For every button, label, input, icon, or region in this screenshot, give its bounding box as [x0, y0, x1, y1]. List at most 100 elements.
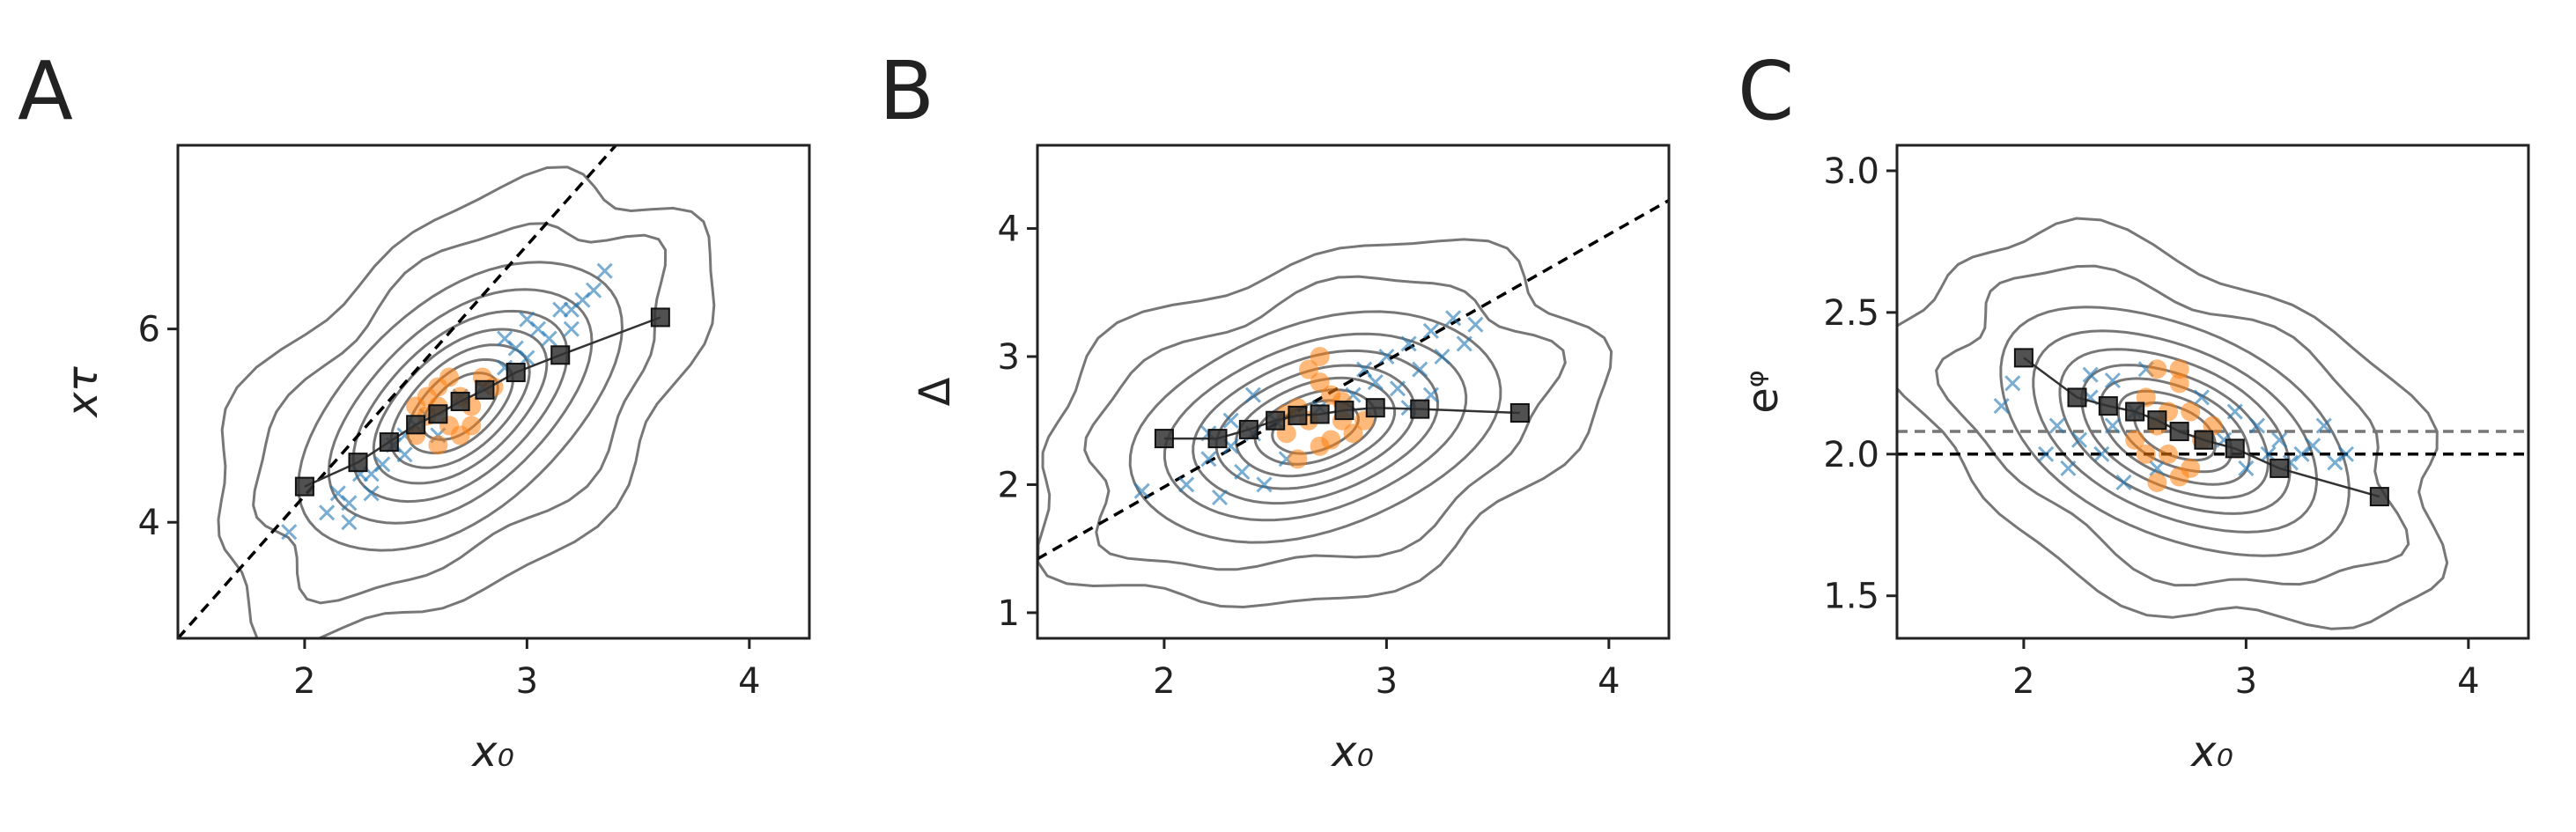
scatter-dot-point [2169, 373, 2189, 394]
scatter-cross-point [586, 282, 602, 298]
scatter-cross-point [2082, 366, 2099, 383]
scatter-dot-point [1299, 359, 1319, 379]
scatter-cross-point [2038, 445, 2055, 462]
scatter-dot-point [2169, 359, 2189, 379]
y-axis-label-b: Δ [911, 377, 960, 406]
plot-frame-c [1895, 144, 2530, 640]
scatter-cross-point [497, 330, 513, 347]
density-contour [2032, 329, 2318, 534]
binned-mean-marker [1509, 403, 1530, 423]
y-axis-label-a: xτ [58, 365, 107, 418]
scatter-dot-point [1321, 430, 1341, 450]
density-contour [1935, 264, 2410, 587]
density-contours-b [1037, 238, 1613, 609]
y-tick-label: 1 [998, 593, 1020, 634]
density-contour [406, 357, 514, 455]
scatter-cross-point [2327, 454, 2343, 471]
binned-mean-marker [2098, 396, 2118, 416]
scatter-cross-point [1222, 412, 1239, 429]
density-contour [1235, 376, 1397, 478]
density-contour [1128, 310, 1502, 544]
scatter-cross-point [1244, 387, 1261, 403]
x-ticks-c: 2 3 4 [2012, 638, 2480, 702]
x-axis-label-b: x₀ [1330, 727, 1374, 777]
scatter-cross-point [396, 446, 413, 463]
scatter-cross-point [2104, 417, 2121, 434]
y-tick-label: 3.0 [1823, 151, 1879, 192]
binned-mean-marker [2013, 348, 2033, 368]
y-tick-label: 4 [998, 210, 1020, 250]
x-tick-label: 3 [2235, 661, 2257, 702]
panel-letter-a: A [18, 44, 73, 138]
binned-mean-line [304, 316, 661, 488]
scatter-cross-point [1467, 316, 1484, 333]
binned-mean-marker [2194, 430, 2214, 450]
density-contour [2099, 377, 2251, 486]
x-ticks-b: 2 3 4 [1153, 638, 1620, 702]
binned-mean-marker [1334, 401, 1354, 421]
scatter-cross-point [1234, 463, 1251, 480]
scatter-cross-point [1400, 335, 1417, 352]
reference-line [178, 145, 617, 638]
scatter-cross-point [596, 262, 613, 279]
x-tick-label: 2 [293, 661, 315, 702]
density-contour [1163, 332, 1468, 522]
scatter-dot-point [2136, 444, 2156, 464]
x-tick-label: 4 [738, 661, 760, 702]
scatter-cross-point [341, 514, 358, 531]
x-tick-label: 3 [1376, 661, 1398, 702]
scatter-cross-point [2093, 445, 2110, 462]
scatter-dot-point [2169, 467, 2189, 487]
scatter-cross-point [1422, 322, 1439, 339]
scatter-cross-point [319, 504, 336, 521]
scatter-cross-point [2115, 474, 2132, 491]
scatter-cross-point [1256, 476, 1273, 493]
binned-mean-marker [650, 307, 670, 328]
density-contour [421, 372, 499, 441]
binned-mean-series-b [1154, 398, 1530, 449]
scatter-dot-point [1310, 372, 1330, 393]
density-contour [252, 222, 668, 605]
density-contours-c [1897, 217, 2449, 630]
x-tick-label: 4 [2457, 661, 2479, 702]
scatter-cross-point [2337, 445, 2355, 462]
binned-mean-marker [550, 345, 571, 365]
binned-mean-marker [475, 379, 495, 400]
density-contour [217, 166, 716, 638]
x-tick-label: 2 [2012, 661, 2034, 702]
scatter-cross-point [1456, 335, 1473, 352]
scatter-cross-point [2104, 372, 2121, 389]
scatter-dot-point [1343, 423, 1363, 444]
binned-mean-marker [2067, 387, 2087, 408]
scatter-dot-point [2147, 472, 2167, 492]
y-tick-label: 4 [138, 503, 160, 543]
binned-mean-marker [1365, 398, 1385, 418]
scatter-cross-point [2070, 431, 2088, 448]
scatter-cross-point [519, 311, 535, 328]
scatter-cross-point [519, 350, 535, 366]
x-tick-label: 3 [516, 661, 538, 702]
scatter-cross-point [563, 320, 579, 337]
scatter-dot-point [461, 416, 482, 436]
scatter-cross-point [2238, 460, 2255, 476]
binned-mean-series-a [294, 307, 670, 497]
scatter-cross-series-c [1993, 361, 2355, 491]
y-axis-label-c: eᵠ [1738, 370, 1788, 413]
scatter-cross-point [1133, 482, 1150, 499]
binned-mean-marker [1288, 405, 1308, 425]
scatter-dot-point [1288, 449, 1308, 469]
binned-mean-line [1163, 406, 1520, 440]
density-contour [1999, 306, 2351, 557]
y-tick-label: 2.5 [1823, 293, 1879, 334]
binned-mean-marker [2270, 458, 2290, 478]
y-ticks-b: 1 2 3 4 [998, 210, 1037, 634]
scatter-cross-point [1389, 380, 1406, 397]
scatter-cross-point [363, 485, 380, 502]
scatter-cross-point [1445, 310, 1462, 327]
x-tick-label: 2 [1153, 661, 1175, 702]
reference-lines-b [1037, 199, 1669, 561]
scatter-cross-point [1378, 348, 1395, 365]
density-contour [1037, 238, 1613, 609]
y-ticks-c: 1.5 2.0 2.5 3.0 [1823, 151, 1897, 617]
